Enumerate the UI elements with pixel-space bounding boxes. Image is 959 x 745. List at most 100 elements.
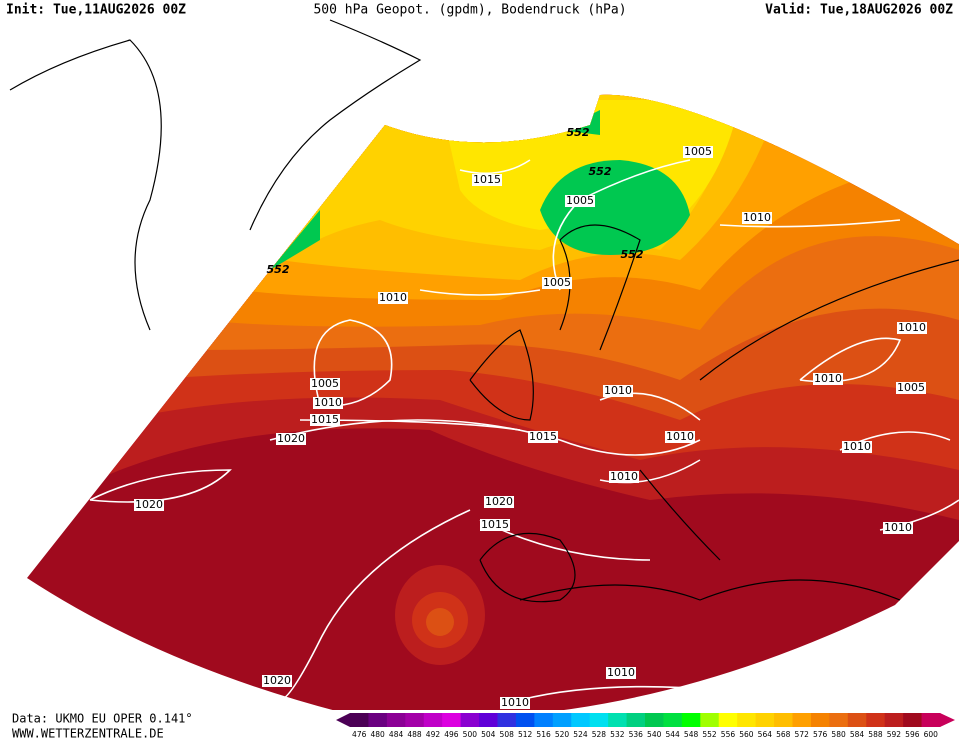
contour-labels: 552 552 1005 1015 1005 1010 552 552 1005 1010 1010… bbox=[134, 126, 927, 709]
valid-time: Valid: Tue,18AUG2026 00Z bbox=[765, 3, 953, 18]
label-box bbox=[472, 174, 502, 186]
label-box bbox=[480, 519, 510, 531]
colorbar-label: 528 bbox=[592, 730, 607, 739]
contour-label: 1020 bbox=[485, 495, 513, 508]
label-box bbox=[276, 433, 306, 445]
colorbar-cell bbox=[737, 713, 757, 727]
colorbar-label: 516 bbox=[536, 730, 551, 739]
colorbar-cell bbox=[405, 713, 425, 727]
contour-label: 1010 bbox=[379, 291, 407, 304]
contour-label: 1015 bbox=[529, 430, 557, 443]
colorbar-cell bbox=[681, 713, 701, 727]
contour-label: 1005 bbox=[311, 377, 339, 390]
label-box bbox=[310, 378, 340, 390]
contour-label: 1010 bbox=[884, 521, 912, 534]
coastlines bbox=[9, 19, 959, 603]
label-box bbox=[842, 441, 872, 453]
colorbar-label: 588 bbox=[868, 730, 883, 739]
colorbar-label: 524 bbox=[573, 730, 588, 739]
label-box bbox=[606, 667, 636, 679]
colorbar-cell bbox=[423, 713, 443, 727]
colorbar-label: 576 bbox=[813, 730, 828, 739]
colorbar: 476 480 484 488 492 496 500 504 508 512 516 520 524 5… bbox=[336, 713, 955, 739]
colorbar-cell bbox=[810, 713, 830, 727]
label-box bbox=[665, 431, 695, 443]
colorbar-cell bbox=[645, 713, 664, 727]
label-box bbox=[897, 322, 927, 334]
colorbar-cell bbox=[774, 713, 793, 727]
colorbar-cell bbox=[829, 713, 849, 727]
label-box bbox=[565, 195, 595, 207]
contour-label: 552 bbox=[267, 263, 290, 276]
header-bar bbox=[0, 0, 959, 19]
label-box bbox=[528, 431, 558, 443]
colorbar-cell bbox=[866, 713, 886, 727]
colorbar-label: 504 bbox=[481, 730, 496, 739]
colorbar-cell bbox=[718, 713, 738, 727]
contour-label: 1020 bbox=[277, 432, 305, 445]
contour-label: 1010 bbox=[743, 211, 771, 224]
label-box bbox=[262, 675, 292, 687]
label-box bbox=[603, 385, 633, 397]
colorbar-cell bbox=[700, 713, 720, 727]
colorbar-cell bbox=[884, 713, 904, 727]
label-box bbox=[134, 499, 164, 511]
colorbar-cell bbox=[571, 713, 591, 727]
colorbar-cell bbox=[755, 713, 775, 727]
colorbar-label: 476 bbox=[352, 730, 367, 739]
colorbar-cell bbox=[903, 713, 923, 727]
colorbar-label: 600 bbox=[924, 730, 939, 739]
colorbar-cell bbox=[626, 713, 646, 727]
label-box bbox=[313, 397, 343, 409]
colorbar-label: 500 bbox=[463, 730, 478, 739]
colorbar-label: 480 bbox=[370, 730, 385, 739]
contour-label: 1015 bbox=[481, 518, 509, 531]
label-box bbox=[310, 414, 340, 426]
colorbar-label: 532 bbox=[610, 730, 625, 739]
colorbar-label: 596 bbox=[905, 730, 920, 739]
colorbar-cell bbox=[460, 713, 480, 727]
colorbar-label: 556 bbox=[721, 730, 736, 739]
colorbar-cell bbox=[847, 713, 867, 727]
label-box bbox=[609, 471, 639, 483]
colorbar-label: 488 bbox=[407, 730, 422, 739]
map-title: 500 hPa Geopot. (gpdm), Bodendruck (hPa) bbox=[313, 3, 626, 18]
contour-label: 1005 bbox=[543, 276, 571, 289]
contour-label: 1015 bbox=[473, 173, 501, 186]
colorbar-label: 584 bbox=[850, 730, 865, 739]
contour-label: 1005 bbox=[897, 381, 925, 394]
colorbar-cell bbox=[608, 713, 628, 727]
contour-label: 1010 bbox=[604, 384, 632, 397]
colorbar-label: 568 bbox=[776, 730, 791, 739]
data-source: Data: UKMO EU OPER 0.141° bbox=[12, 712, 193, 726]
contour-label: 1010 bbox=[314, 396, 342, 409]
colorbar-label: 484 bbox=[389, 730, 404, 739]
contour-label: 552 bbox=[589, 165, 612, 178]
colorbar-label: 592 bbox=[887, 730, 902, 739]
contour-label: 1005 bbox=[684, 145, 712, 158]
colorbar-label: 552 bbox=[702, 730, 717, 739]
colorbar-end bbox=[336, 713, 350, 727]
colorbar-cell bbox=[368, 713, 388, 727]
colorbar-cell bbox=[497, 713, 517, 727]
contour-label: 1010 bbox=[666, 430, 694, 443]
init-time: Init: Tue,11AUG2026 00Z bbox=[6, 3, 186, 18]
colorbar-label: 512 bbox=[518, 730, 533, 739]
label-box bbox=[883, 522, 913, 534]
colorbar-label: 548 bbox=[684, 730, 699, 739]
contour-label: 1015 bbox=[311, 413, 339, 426]
label-box bbox=[683, 146, 713, 158]
label-box bbox=[500, 697, 530, 709]
colorbar-label: 580 bbox=[831, 730, 846, 739]
colorbar-cell bbox=[442, 713, 462, 727]
colorbar-cell bbox=[479, 713, 498, 727]
colorbar-label: 536 bbox=[629, 730, 644, 739]
contour-label: 1020 bbox=[263, 674, 291, 687]
contour-label: 1010 bbox=[843, 440, 871, 453]
contour-label: 1010 bbox=[607, 666, 635, 679]
colorbar-end bbox=[940, 713, 955, 727]
label-box bbox=[896, 382, 926, 394]
